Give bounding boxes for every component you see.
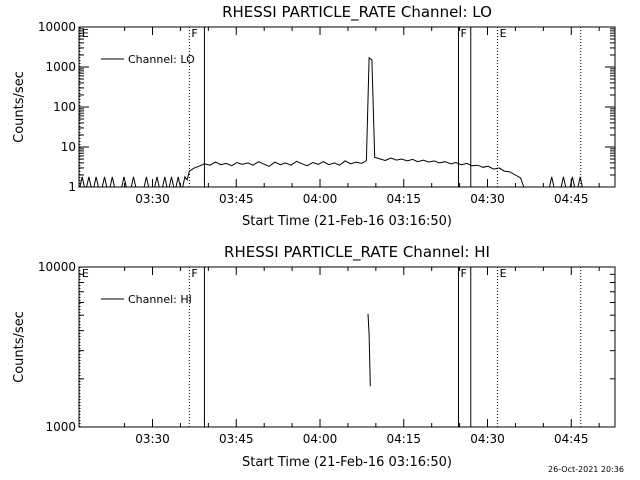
y-tick-label-1: 1000 — [45, 420, 76, 434]
x-tick-label-1: 03:45 — [219, 432, 254, 446]
x-tick-label-0: 04:30 — [470, 192, 505, 206]
y-axis-label-1: Counts/sec — [12, 311, 27, 383]
x-tick-label-0: 03:45 — [219, 192, 254, 206]
x-tick-label-1: 04:45 — [554, 432, 589, 446]
x-axis-label-1: Start Time (21-Feb-16 03:16:50) — [242, 455, 452, 470]
x-tick-label-1: 03:30 — [135, 432, 170, 446]
event-marker-label-1: E — [500, 267, 507, 280]
series-line-1-0 — [367, 313, 371, 387]
event-marker-label-1: E — [82, 267, 89, 280]
chart-title-0: RHESSI PARTICLE_RATE Channel: LO — [222, 3, 492, 22]
x-tick-label-0: 04:00 — [303, 192, 338, 206]
y-axis-label-0: Counts/sec — [12, 71, 27, 143]
legend-label-0: Channel: LO — [128, 53, 195, 66]
y-tick-label-0: 1 — [68, 180, 76, 194]
plot-frame-0 — [78, 26, 616, 188]
x-tick-label-1: 04:30 — [470, 432, 505, 446]
x-tick-label-1: 04:15 — [386, 432, 421, 446]
chart-title-1: RHESSI PARTICLE_RATE Channel: HI — [224, 243, 490, 262]
series-line-0-0 — [79, 56, 583, 188]
plot-frame-1 — [78, 266, 616, 428]
x-tick-label-0: 04:45 — [554, 192, 589, 206]
x-tick-label-1: 04:00 — [303, 432, 338, 446]
y-tick-label-0: 10000 — [38, 20, 76, 34]
event-marker-label-0: E — [82, 27, 89, 40]
y-tick-label-0: 100 — [53, 100, 76, 114]
x-axis-label-0: Start Time (21-Feb-16 03:16:50) — [242, 214, 452, 229]
y-tick-label-1: 10000 — [38, 260, 76, 274]
event-marker-label-0: F — [191, 27, 197, 40]
event-marker-label-1: F — [191, 267, 197, 280]
y-tick-label-0: 1000 — [45, 60, 76, 74]
y-tick-label-0: 10 — [61, 140, 76, 154]
event-marker-label-0: F — [460, 27, 466, 40]
x-tick-label-0: 03:30 — [135, 192, 170, 206]
legend-label-1: Channel: HI — [128, 293, 192, 306]
event-marker-label-1: F — [460, 267, 466, 280]
footer-timestamp: 26-Oct-2021 20:36 — [548, 465, 624, 474]
event-marker-label-0: E — [500, 27, 507, 40]
x-tick-label-0: 04:15 — [386, 192, 421, 206]
